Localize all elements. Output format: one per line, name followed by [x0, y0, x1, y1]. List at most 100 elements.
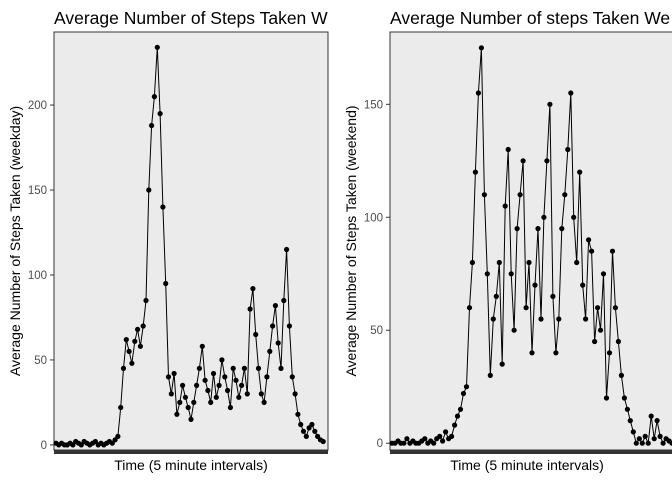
x-axis-band — [390, 450, 672, 454]
data-point — [636, 436, 642, 442]
data-point — [654, 418, 660, 424]
y-ticks: 0 50 100 150 200 — [28, 100, 54, 452]
data-point — [278, 365, 284, 371]
data-point — [529, 350, 535, 356]
y-tick-label: 50 — [34, 355, 47, 367]
data-point — [300, 428, 307, 434]
y-tick-label: 100 — [364, 212, 383, 224]
data-point — [202, 377, 208, 383]
data-point — [657, 433, 663, 439]
data-point — [120, 365, 127, 371]
data-point — [253, 331, 259, 338]
data-point — [126, 348, 132, 354]
data-point — [532, 282, 538, 288]
data-point — [639, 440, 645, 446]
data-point — [281, 297, 287, 304]
data-point — [222, 374, 228, 380]
data-point — [118, 404, 124, 411]
data-point — [216, 382, 222, 388]
data-point — [600, 271, 607, 277]
data-series — [389, 45, 672, 446]
data-point — [199, 343, 205, 349]
data-point — [452, 422, 458, 428]
data-point — [132, 338, 138, 344]
data-point — [115, 433, 121, 439]
data-point — [157, 111, 163, 117]
data-point — [547, 101, 553, 107]
data-point — [437, 433, 443, 439]
data-point — [645, 440, 651, 446]
data-point — [517, 192, 523, 198]
data-point — [264, 374, 270, 380]
data-point — [244, 391, 250, 397]
data-point — [239, 382, 245, 388]
y-tick-label: 150 — [364, 99, 383, 111]
data-point — [219, 357, 225, 363]
y-ticks: 0 50 100 150 — [364, 99, 390, 450]
data-point — [454, 413, 461, 419]
data-point — [481, 192, 487, 198]
data-point — [208, 399, 214, 405]
data-point — [431, 440, 437, 446]
data-point — [270, 323, 276, 329]
y-tick-label: 150 — [28, 185, 47, 197]
data-point — [227, 404, 233, 411]
data-point — [449, 433, 455, 439]
chart-title: Average Number of Steps Taken W — [54, 8, 328, 28]
data-point — [633, 440, 639, 446]
data-point — [292, 391, 298, 397]
data-point — [550, 293, 556, 299]
plot-panel — [389, 31, 672, 451]
data-point — [165, 374, 172, 380]
data-point — [496, 259, 502, 266]
data-point — [660, 440, 666, 446]
data-point — [236, 394, 242, 400]
data-point — [258, 391, 264, 397]
data-point — [583, 316, 589, 322]
data-point — [511, 327, 517, 333]
data-point — [508, 271, 514, 277]
data-point — [466, 305, 473, 311]
data-point — [422, 436, 428, 442]
data-point — [230, 365, 236, 371]
data-point — [624, 406, 631, 412]
data-point — [140, 323, 146, 329]
data-point — [129, 360, 135, 366]
data-point — [443, 429, 449, 435]
data-point — [137, 343, 143, 349]
data-point — [463, 384, 470, 390]
data-point — [577, 169, 583, 175]
data-point — [615, 338, 622, 345]
chart-weekday: Average Number of Steps Taken W 0 50 100 15… — [7, 8, 329, 473]
data-point — [401, 440, 407, 446]
data-point — [185, 404, 191, 411]
data-point — [191, 399, 197, 405]
data-point — [213, 394, 219, 400]
data-point — [669, 440, 672, 446]
data-point — [309, 421, 315, 428]
data-point — [205, 387, 211, 394]
y-tick-label: 100 — [28, 270, 47, 282]
data-point — [182, 394, 188, 400]
data-point — [188, 416, 194, 422]
data-point — [484, 271, 490, 277]
data-point — [595, 305, 601, 311]
chart-title: Average Number of steps Taken We — [390, 8, 670, 28]
data-point — [544, 158, 550, 164]
x-axis-label: Time (5 minute intervals) — [114, 457, 268, 473]
data-point — [621, 395, 628, 401]
data-point — [272, 303, 278, 309]
data-point — [597, 327, 604, 333]
data-point — [457, 406, 464, 412]
data-point — [241, 365, 247, 371]
plot-panel — [53, 31, 329, 451]
data-point — [559, 226, 565, 232]
y-axis-label: Average Number of Steps Taken (weekend) — [343, 105, 359, 376]
data-point — [177, 399, 183, 405]
data-point — [565, 146, 571, 153]
data-point — [312, 428, 318, 434]
y-axis-label: Average Number of Steps Taken (weekday) — [7, 106, 23, 376]
data-point — [171, 370, 177, 377]
data-point — [580, 282, 586, 288]
y-tick-label: 50 — [370, 325, 383, 337]
